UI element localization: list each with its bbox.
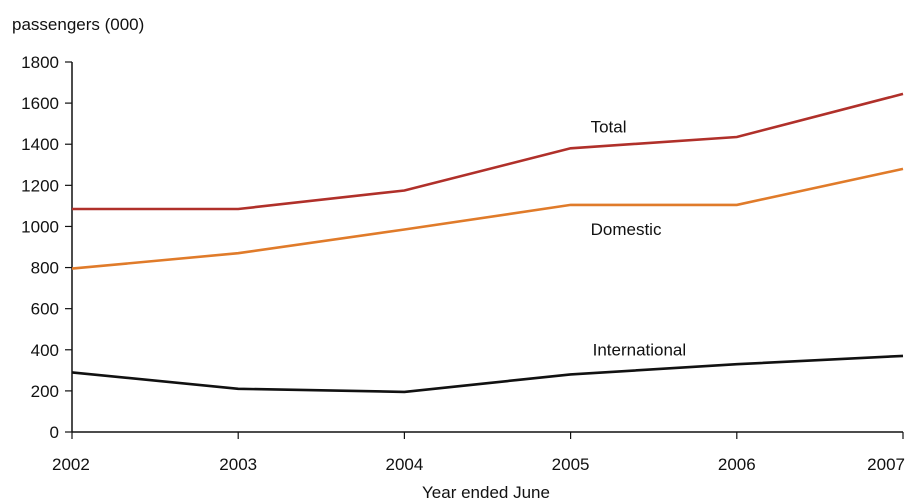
- x-tick-label: 2003: [219, 455, 257, 474]
- y-tick-label: 1000: [21, 217, 59, 236]
- x-axis-title: Year ended June: [422, 483, 550, 502]
- axes: [65, 61, 904, 439]
- y-tick-label: 400: [31, 341, 59, 360]
- series-label-total: Total: [591, 117, 627, 136]
- series-line-domestic: [71, 167, 904, 270]
- series-label-domestic: Domestic: [591, 220, 662, 239]
- x-tick-label: 2006: [718, 455, 756, 474]
- series-line-total: [72, 92, 904, 211]
- y-tick-label: 1200: [21, 176, 59, 195]
- y-axis-title: passengers (000): [12, 15, 144, 34]
- y-tick-label: 1800: [21, 53, 59, 72]
- x-tick-label: 2007: [867, 455, 905, 474]
- x-tick-label: 2004: [385, 455, 423, 474]
- x-tick-label: 2005: [552, 455, 590, 474]
- series-line-international: [71, 354, 904, 394]
- y-axis-tick-labels: 0 200 400 600 800 1000 1200 1400 1600 1800: [21, 53, 59, 442]
- series-label-international: International: [593, 340, 687, 359]
- y-tick-label: 600: [31, 300, 59, 319]
- y-tick-label: 800: [31, 259, 59, 278]
- y-tick-label: 0: [50, 423, 59, 442]
- series-lines: [71, 92, 904, 394]
- y-tick-label: 1600: [21, 94, 59, 113]
- x-tick-label: 2002: [52, 455, 90, 474]
- y-tick-label: 1400: [21, 135, 59, 154]
- y-tick-label: 200: [31, 382, 59, 401]
- series-labels: Total Domestic International: [591, 117, 687, 359]
- x-axis-tick-labels: 2002 2003 2004 2005 2006 2007: [52, 455, 905, 474]
